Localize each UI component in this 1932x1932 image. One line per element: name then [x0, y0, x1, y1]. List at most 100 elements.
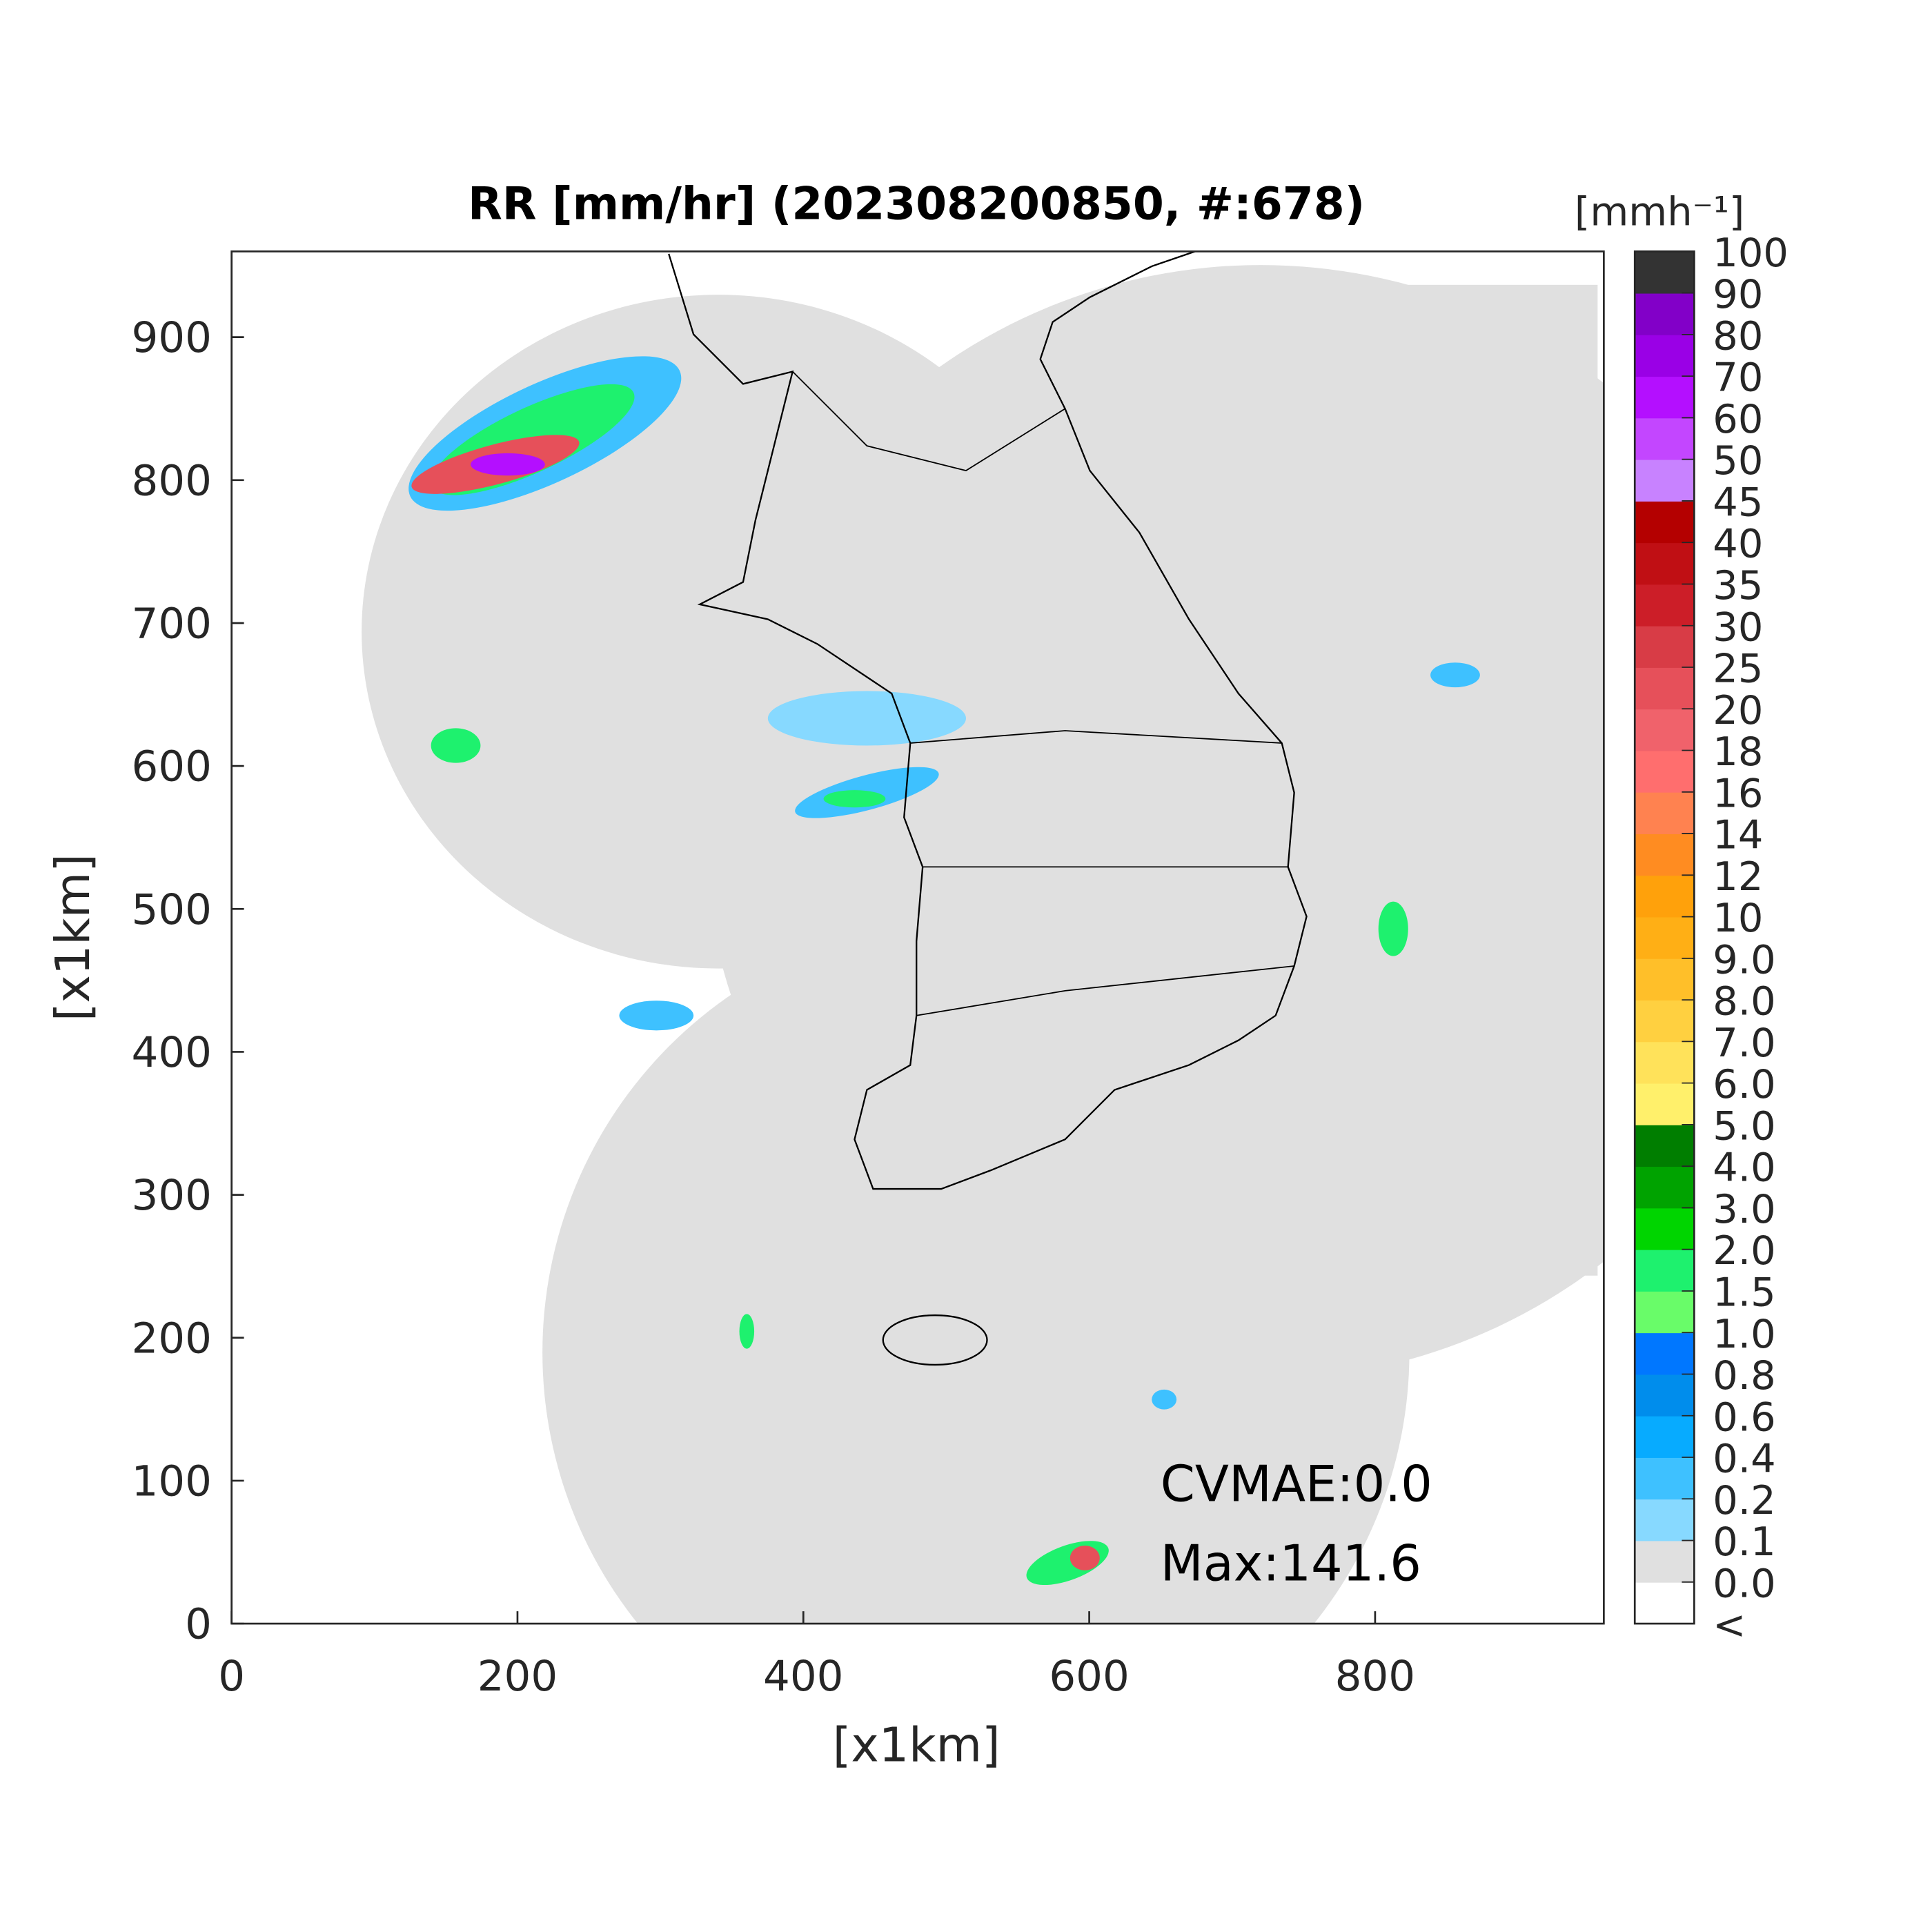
colorbar-segment [1635, 1457, 1695, 1500]
colorbar-segment [1635, 417, 1695, 460]
colorbar-segment [1635, 251, 1695, 294]
colorbar-tick-label: 5.0 [1713, 1103, 1775, 1149]
y-tick-label: 300 [131, 1171, 211, 1220]
rain-cell [767, 691, 966, 746]
coverage-area [542, 918, 1410, 1624]
colorbar-tick-label: 20 [1713, 687, 1763, 733]
coastline [668, 251, 1308, 1366]
y-tick-label: 900 [131, 313, 211, 362]
colorbar-tick-label: 2.0 [1713, 1228, 1775, 1274]
colorbar-tick-label: 35 [1713, 562, 1763, 609]
colorbar-tick-label: < [1713, 1602, 1746, 1648]
colorbar-tick-label: 16 [1713, 770, 1763, 816]
colorbar-tick-label: 70 [1713, 355, 1763, 401]
peninsula-outline [668, 251, 1308, 1190]
colorbar-tick-label: 9.0 [1713, 936, 1775, 983]
colorbar-tick-label: 90 [1713, 271, 1763, 317]
rain-cell [739, 1314, 755, 1349]
rain-cell [1430, 662, 1480, 688]
colorbar-tick-label: 14 [1713, 812, 1763, 858]
colorbar-tick-label: 10 [1713, 895, 1763, 941]
colorbar-tick-label: 18 [1713, 729, 1763, 775]
colorbar-unit: [mmh⁻¹] [1575, 189, 1744, 235]
colorbar-tick-label: 0.8 [1713, 1352, 1775, 1399]
colorbar-segment [1635, 958, 1695, 1001]
colorbar-segment [1635, 459, 1695, 502]
island-outline [882, 1314, 988, 1366]
colorbar-segment [1635, 1041, 1695, 1084]
x-tick-label: 600 [1049, 1652, 1129, 1701]
colorbar-segment [1635, 791, 1695, 834]
rain-cell [619, 1000, 694, 1031]
y-tick-label: 500 [131, 885, 211, 934]
colorbar-segment [1635, 334, 1695, 377]
colorbar-tick-label: 1.0 [1713, 1311, 1775, 1357]
x-axis-label: [x1km] [833, 1718, 1000, 1773]
colorbar-tick-label: 50 [1713, 437, 1763, 484]
colorbar-tick-label: 8.0 [1713, 978, 1775, 1025]
y-tick-label: 600 [131, 742, 211, 791]
y-tick-label: 200 [131, 1314, 211, 1363]
colorbar-segment [1635, 1374, 1695, 1417]
rain-cell [471, 453, 545, 476]
province-border [792, 371, 1294, 1016]
colorbar-segment [1635, 293, 1695, 335]
colorbar-segment [1635, 1540, 1695, 1583]
colorbar-segment [1635, 1083, 1695, 1125]
axes-frame [230, 250, 1605, 1625]
precipitation [408, 356, 1480, 1586]
colorbar-tick-label: 30 [1713, 604, 1763, 650]
x-tick-label: 0 [218, 1652, 245, 1701]
colorbar-segment [1635, 1499, 1695, 1541]
colorbar-tick-label: 0.0 [1713, 1560, 1775, 1606]
colorbar-segment [1635, 1166, 1695, 1209]
colorbar-tick-label: 100 [1713, 230, 1788, 276]
colorbar-segment [1635, 500, 1695, 544]
rain-cell [1378, 901, 1408, 956]
colorbar-segment [1635, 834, 1695, 876]
colorbar-tick-label: 3.0 [1713, 1186, 1775, 1232]
colorbar-segment [1635, 1000, 1695, 1043]
chart-title: RR [mm/hr] (202308200850, #:678) [468, 179, 1365, 230]
colorbar-segment [1635, 875, 1695, 918]
rain-cell [431, 728, 481, 763]
colorbar-segment [1635, 625, 1695, 668]
colorbar-segment [1635, 709, 1695, 751]
y-tick-label: 700 [131, 600, 211, 649]
colorbar-tick-label: 1.5 [1713, 1270, 1775, 1316]
colorbar-segment [1635, 1581, 1695, 1624]
rain-cell [1070, 1546, 1100, 1570]
colorbar-tick-label: 0.1 [1713, 1519, 1775, 1565]
y-tick-label: 800 [131, 456, 211, 505]
x-tick-label: 200 [477, 1652, 558, 1701]
annotation: Max:141.6 [1161, 1534, 1421, 1592]
colorbar-segment [1635, 584, 1695, 627]
rain-cell [823, 790, 886, 808]
y-tick-label: 100 [131, 1457, 211, 1506]
map-area [362, 251, 1604, 1624]
colorbar-tick-label: 40 [1713, 521, 1763, 567]
colorbar-segment [1635, 667, 1695, 710]
colorbar-segment [1635, 1208, 1695, 1250]
colorbar-tick-label: 45 [1713, 479, 1763, 525]
colorbar-segment [1635, 1290, 1695, 1334]
y-tick-label: 400 [131, 1028, 211, 1077]
colorbar-segment [1635, 1249, 1695, 1292]
colorbar-tick-label: 7.0 [1713, 1020, 1775, 1066]
colorbar-segment [1635, 916, 1695, 959]
x-tick-label: 800 [1335, 1652, 1415, 1701]
colorbar-segment [1635, 1124, 1695, 1167]
colorbar-segment [1635, 1415, 1695, 1458]
colorbar-segment [1635, 1332, 1695, 1375]
colorbar-tick-label: 6.0 [1713, 1061, 1775, 1107]
colorbar-segment [1635, 376, 1695, 419]
x-tick-label: 400 [763, 1652, 843, 1701]
colorbar-frame [1633, 250, 1695, 1625]
colorbar-tick-label: 0.2 [1713, 1477, 1775, 1524]
colorbar-tick-label: 60 [1713, 396, 1763, 442]
colorbar-tick-label: 25 [1713, 646, 1763, 692]
coverage-area [1350, 284, 1598, 1276]
colorbar-tick-label: 4.0 [1713, 1145, 1775, 1191]
